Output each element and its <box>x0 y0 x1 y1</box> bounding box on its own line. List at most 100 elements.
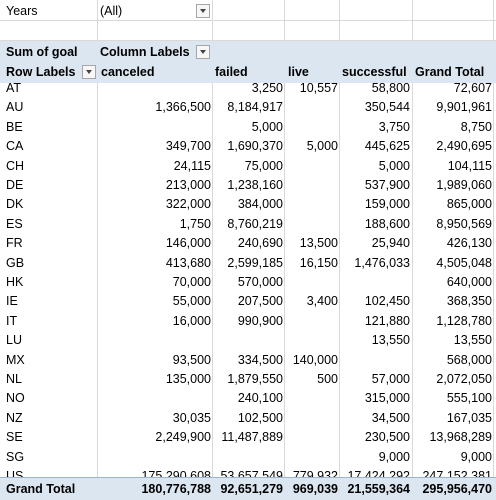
row-label: NO <box>6 391 25 406</box>
grand-total-label: Grand Total <box>6 482 76 496</box>
filter-row: Years (All) <box>0 0 496 22</box>
row-label: ES <box>6 216 23 231</box>
row-label: HK <box>6 275 24 289</box>
table-row: BE 5,000 3,750 8,750 <box>0 118 496 137</box>
table-row: AU 1,366,500 8,184,917 350,544 9,901,961 <box>0 98 496 117</box>
cell-live: 10,557 <box>299 81 338 95</box>
cell-failed: 207,500 <box>237 294 283 309</box>
cell-live <box>283 389 338 408</box>
grand-total-canceled: 180,776,788 <box>141 482 211 496</box>
cell-canceled: 322,000 <box>165 197 211 212</box>
cell-live <box>283 273 338 292</box>
row-label: GB <box>6 255 25 270</box>
cell-canceled: 70,000 <box>172 275 211 289</box>
cell-live <box>283 331 338 350</box>
cell-live: 13,500 <box>299 236 338 251</box>
table-row: MX 93,500 334,500 140,000 568,000 <box>0 351 496 370</box>
cell-successful: 315,000 <box>364 391 410 406</box>
row-label: DK <box>6 197 24 212</box>
table-row: CA 349,700 1,690,370 5,000 445,625 2,490,695 <box>0 137 496 156</box>
cell-successful: 121,880 <box>364 313 410 328</box>
cell-successful: 57,000 <box>371 372 410 386</box>
chevron-down-icon <box>200 50 206 54</box>
cell-canceled <box>96 331 211 350</box>
grand-total-grand-total: 295,956,470 <box>422 482 492 496</box>
chevron-down-icon <box>86 70 92 74</box>
table-row: CH 24,115 75,000 5,000 104,115 <box>0 157 496 176</box>
column-header-grand-total: Grand Total <box>415 65 485 79</box>
cell-grand-total: 104,115 <box>447 158 492 173</box>
row-label: CA <box>6 139 24 154</box>
pivot-header-row: Sum of goal Column Labels <box>0 41 496 63</box>
cell-canceled: 55,000 <box>172 294 211 309</box>
row-label: FR <box>6 236 23 251</box>
row-label: NZ <box>6 410 23 425</box>
cell-successful: 3,750 <box>378 119 410 134</box>
cell-grand-total: 13,550 <box>453 333 492 348</box>
gridline-horizontal <box>0 40 496 41</box>
cell-failed: 990,900 <box>237 313 283 328</box>
table-row: SE 2,249,900 11,487,889 230,500 13,968,289 <box>0 428 496 447</box>
table-row: DE 213,000 1,238,160 537,900 1,989,060 <box>0 176 496 195</box>
cell-successful: 102,450 <box>364 294 410 309</box>
chevron-down-icon <box>200 9 206 13</box>
cell-successful: 34,500 <box>371 410 410 425</box>
row-labels-dropdown-button[interactable] <box>82 65 96 79</box>
cell-successful: 9,000 <box>378 449 410 464</box>
row-label: DE <box>6 178 24 192</box>
filter-dropdown-button[interactable] <box>196 4 210 18</box>
table-row: FR 146,000 240,690 13,500 25,940 426,130 <box>0 234 496 253</box>
table-row: IT 16,000 990,900 121,880 1,128,780 <box>0 312 496 331</box>
cell-failed: 570,000 <box>237 275 283 289</box>
gridline-vertical <box>212 0 213 499</box>
table-row: IE 55,000 207,500 3,400 102,450 368,350 <box>0 292 496 311</box>
cell-successful <box>338 351 410 370</box>
cell-successful: 537,900 <box>364 178 410 192</box>
cell-canceled: 30,035 <box>172 410 211 425</box>
cell-canceled: 1,750 <box>179 216 211 231</box>
cell-grand-total: 13,968,289 <box>429 430 492 445</box>
row-label: AU <box>6 100 24 115</box>
table-row: NL 135,000 1,879,550 500 57,000 2,072,050 <box>0 370 496 389</box>
cell-grand-total: 568,000 <box>446 352 492 367</box>
cell-failed: 3,250 <box>251 81 283 95</box>
cell-successful: 5,000 <box>378 158 410 173</box>
cell-live <box>283 157 338 176</box>
grand-total-row: Grand Total 180,776,788 92,651,279 969,0… <box>0 478 496 500</box>
gridline-vertical <box>412 0 413 499</box>
cell-grand-total: 8,950,569 <box>436 216 492 231</box>
cell-successful: 159,000 <box>364 197 410 212</box>
grand-total-failed: 92,651,279 <box>220 482 283 496</box>
column-labels-dropdown-button[interactable] <box>196 45 210 59</box>
cell-successful: 230,500 <box>364 430 410 445</box>
column-labels-header: Column Labels <box>100 45 190 59</box>
cell-failed: 1,690,370 <box>227 139 283 154</box>
table-row: NZ 30,035 102,500 34,500 167,035 <box>0 409 496 428</box>
cell-successful: 1,476,033 <box>354 255 410 270</box>
table-row: ES 1,750 8,760,219 188,600 8,950,569 <box>0 215 496 234</box>
cell-grand-total: 2,490,695 <box>436 139 492 154</box>
cell-successful: 350,544 <box>364 100 410 115</box>
column-header-live: live <box>288 65 309 79</box>
table-row: AT 3,250 10,557 58,800 72,607 <box>0 79 496 98</box>
cell-canceled: 1,366,500 <box>155 100 211 115</box>
cell-canceled: 2,249,900 <box>155 430 211 445</box>
cell-canceled <box>96 389 211 408</box>
cell-grand-total: 426,130 <box>446 236 492 251</box>
cell-failed: 8,184,917 <box>227 100 283 115</box>
cell-canceled <box>96 118 211 137</box>
cell-grand-total: 9,901,961 <box>436 100 492 115</box>
cell-failed: 1,238,160 <box>227 178 283 192</box>
cell-successful: 188,600 <box>364 216 410 231</box>
row-label: CH <box>6 158 25 173</box>
column-header-failed: failed <box>215 65 248 79</box>
cell-failed: 11,487,889 <box>221 430 283 445</box>
filter-label: Years <box>6 4 38 18</box>
cell-successful: 58,800 <box>371 81 410 95</box>
cell-failed: 5,000 <box>251 119 283 134</box>
cell-failed <box>211 331 283 350</box>
cell-grand-total: 1,128,780 <box>436 313 492 328</box>
column-header-successful: successful <box>342 65 407 79</box>
cell-grand-total: 865,000 <box>446 197 492 212</box>
